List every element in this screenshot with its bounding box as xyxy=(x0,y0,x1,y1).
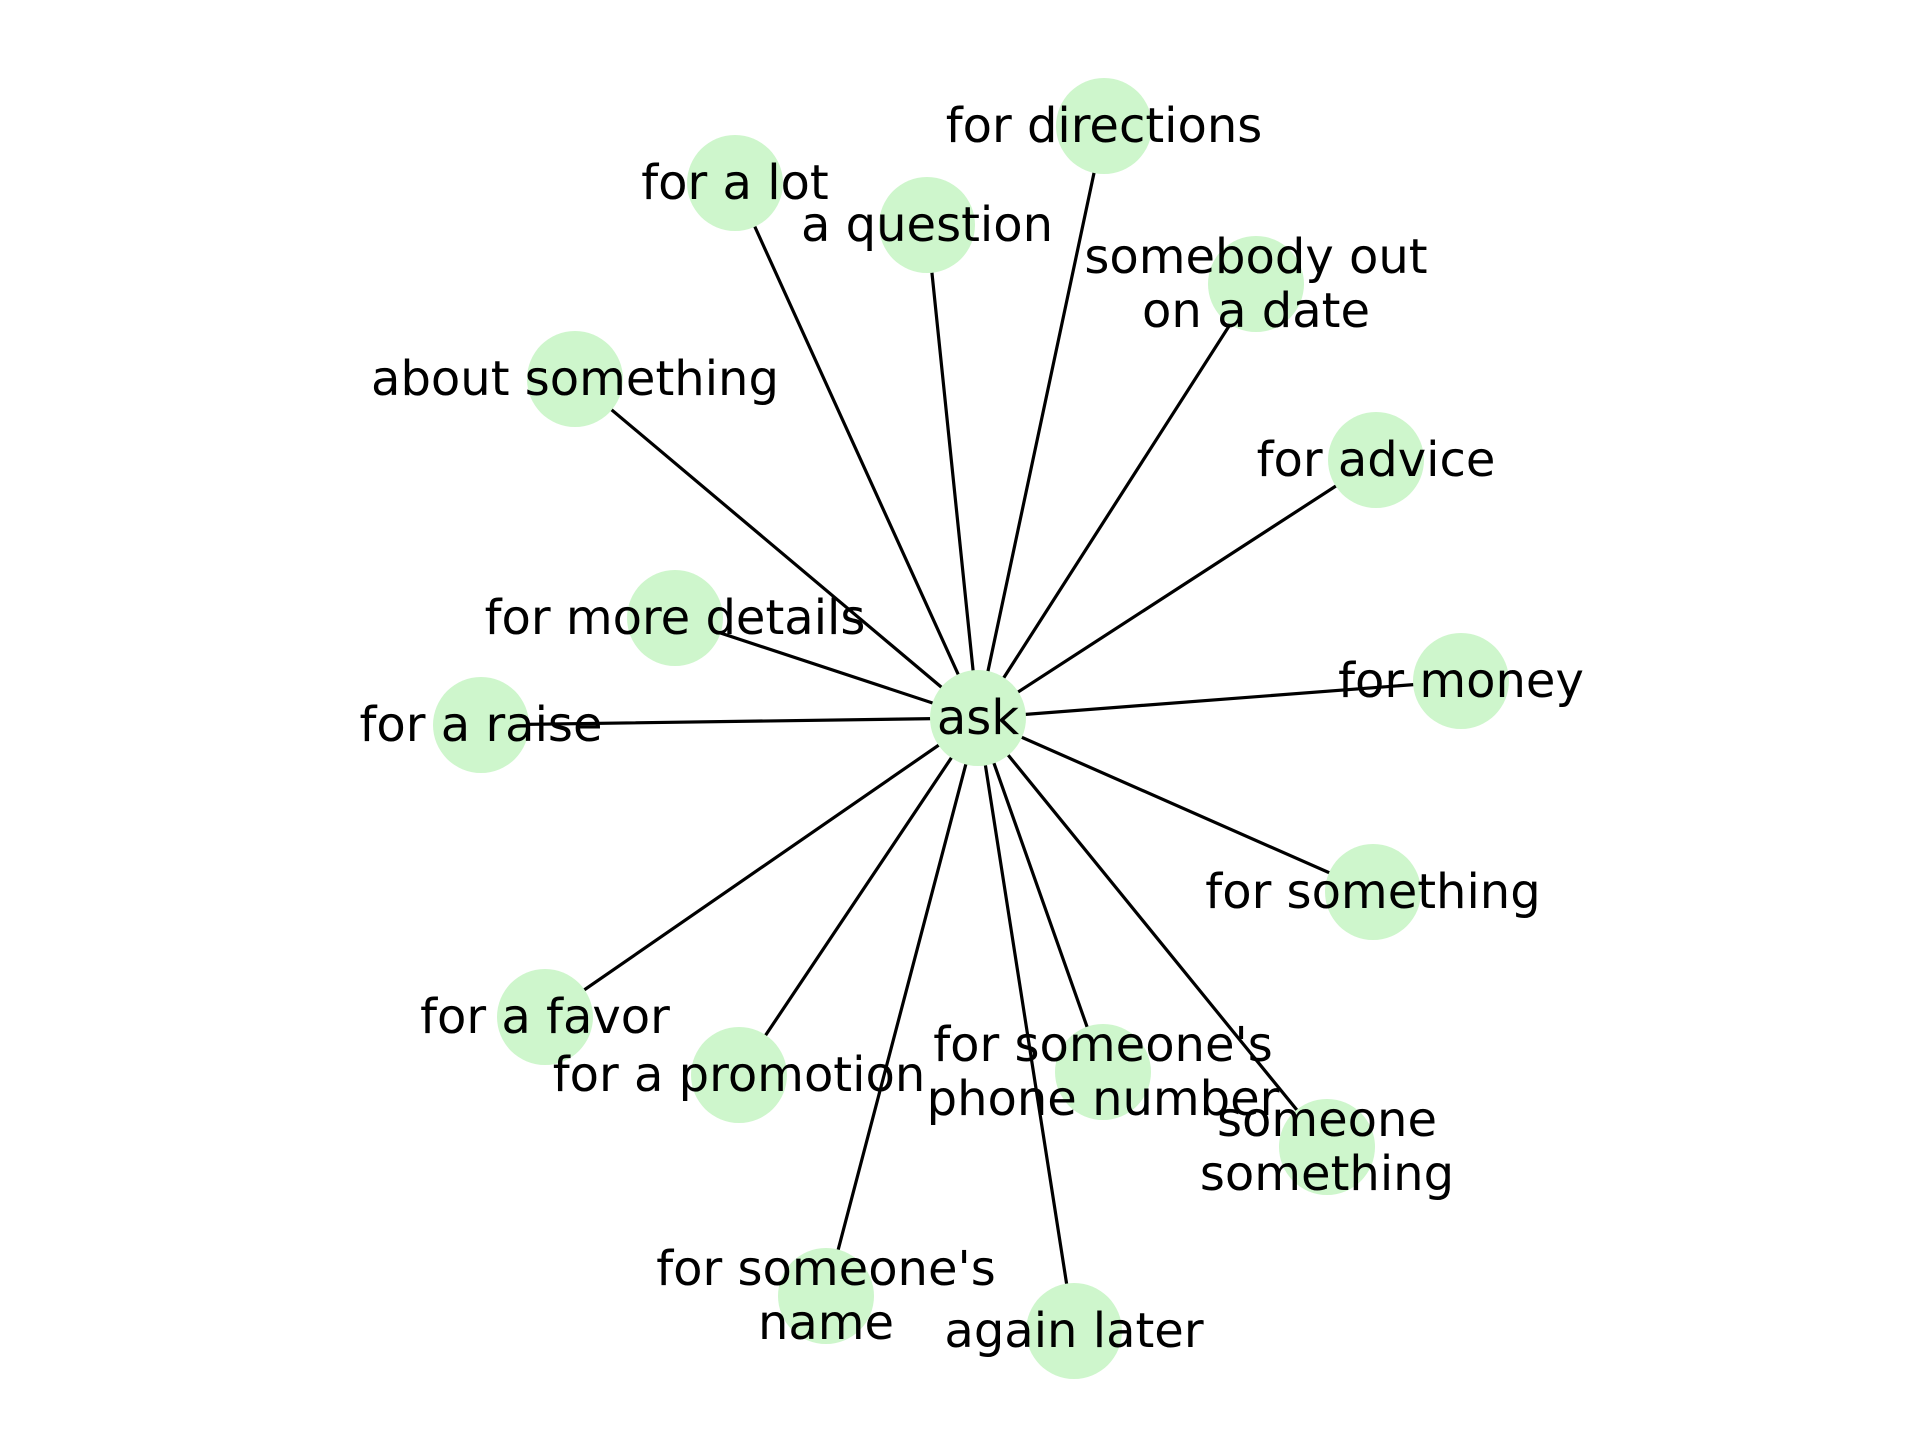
label-line-for-a-lot-1: for a lot xyxy=(641,155,828,211)
label-for-advice: for advice xyxy=(1257,432,1496,488)
label-line-for-directions-1: for directions xyxy=(946,98,1263,154)
edge-ask-for-a-raise xyxy=(479,716,980,727)
label-for-a-promotion: for a promotion xyxy=(553,1047,926,1103)
edge-ask-for-a-lot xyxy=(733,181,980,720)
label-ask: ask xyxy=(937,690,1019,746)
node-ask xyxy=(930,670,1026,766)
node-for-a-raise xyxy=(433,677,529,773)
label-for-someones-phone-number: for someone's phone number xyxy=(927,1017,1280,1127)
edge-ask-someone-something xyxy=(976,716,1329,1149)
node-for-something xyxy=(1325,844,1421,940)
label-line-for-someones-name-2: name xyxy=(758,1295,894,1351)
label-line-for-money-1: for money xyxy=(1338,653,1584,709)
label-line-ask-1: ask xyxy=(937,690,1019,746)
edges-layer xyxy=(479,124,1463,1333)
node-about-something xyxy=(527,331,623,427)
label-for-a-lot: for a lot xyxy=(641,155,828,211)
node-for-money xyxy=(1413,633,1509,729)
node-for-a-lot xyxy=(687,135,783,231)
label-line-for-something-1: for something xyxy=(1205,864,1540,920)
label-line-again-later-1: again later xyxy=(944,1303,1203,1359)
label-for-a-raise: for a raise xyxy=(360,697,603,753)
label-a-question: a question xyxy=(801,197,1053,253)
node-for-more-details xyxy=(627,570,723,666)
node-for-someones-name xyxy=(778,1248,874,1344)
node-for-someones-phone-number xyxy=(1055,1024,1151,1120)
edge-ask-for-someones-phone-number xyxy=(976,716,1105,1074)
edge-ask-for-something xyxy=(976,716,1375,894)
label-for-a-favor: for a favor xyxy=(420,989,670,1045)
nodes-layer xyxy=(433,78,1509,1379)
label-line-for-advice-1: for advice xyxy=(1257,432,1496,488)
node-somebody-out-on-a-date xyxy=(1208,236,1304,332)
label-line-for-a-raise-1: for a raise xyxy=(360,697,603,753)
label-for-more-details: for more details xyxy=(485,590,866,646)
label-someone-something: someone something xyxy=(1200,1092,1454,1202)
label-line-for-someones-phone-number-2: phone number xyxy=(927,1071,1280,1127)
edge-ask-for-money xyxy=(976,679,1463,720)
label-line-a-question-1: a question xyxy=(801,197,1053,253)
node-for-directions xyxy=(1056,78,1152,174)
node-a-question xyxy=(879,177,975,273)
label-line-for-a-promotion-1: for a promotion xyxy=(553,1047,926,1103)
label-line-somebody-out-on-a-date-1: somebody out xyxy=(1084,229,1427,285)
edge-ask-for-more-details xyxy=(673,616,980,720)
node-someone-something xyxy=(1279,1099,1375,1195)
edge-ask-for-someones-name xyxy=(824,716,980,1298)
edge-ask-for-directions xyxy=(976,124,1106,720)
label-about-something: about something xyxy=(371,351,779,407)
node-for-a-promotion xyxy=(691,1027,787,1123)
label-line-somebody-out-on-a-date-2: on a date xyxy=(1142,283,1370,339)
node-again-later xyxy=(1026,1283,1122,1379)
label-for-someones-name: for someone's name xyxy=(656,1241,995,1351)
label-line-someone-something-2: something xyxy=(1200,1146,1454,1202)
label-line-for-a-favor-1: for a favor xyxy=(420,989,670,1045)
node-for-advice xyxy=(1328,412,1424,508)
label-somebody-out-on-a-date: somebody out on a date xyxy=(1084,229,1427,339)
label-line-for-someones-phone-number-1: for someone's xyxy=(933,1017,1272,1073)
label-line-about-something-1: about something xyxy=(371,351,779,407)
label-line-someone-something-1: someone xyxy=(1217,1092,1437,1148)
edge-ask-for-advice xyxy=(976,458,1378,720)
edge-ask-for-a-promotion xyxy=(737,716,980,1077)
label-again-later: again later xyxy=(944,1303,1203,1359)
edge-ask-for-a-favor xyxy=(543,716,980,1019)
label-for-directions: for directions xyxy=(946,98,1263,154)
edge-ask-again-later xyxy=(976,716,1076,1333)
node-for-a-favor xyxy=(497,969,593,1065)
label-for-something: for something xyxy=(1205,864,1540,920)
label-for-money: for money xyxy=(1338,653,1584,709)
edge-ask-a-question xyxy=(925,223,980,720)
edge-ask-about-something xyxy=(573,377,980,720)
label-line-for-someones-name-1: for someone's xyxy=(656,1241,995,1297)
edge-ask-somebody-out-on-a-date xyxy=(976,282,1258,720)
label-line-for-more-details-1: for more details xyxy=(485,590,866,646)
